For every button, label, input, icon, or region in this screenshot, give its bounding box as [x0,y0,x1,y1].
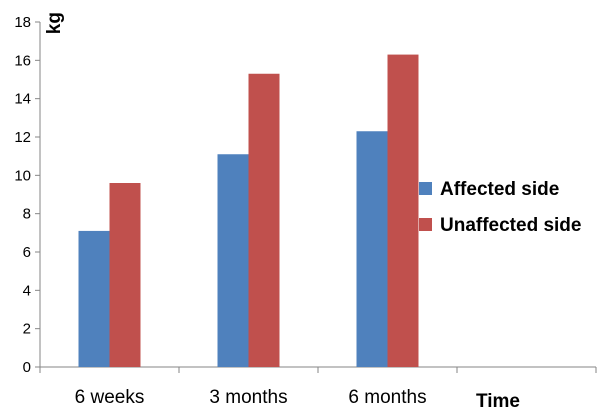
legend: Affected side Unaffected side [419,179,581,236]
x-tick-label: 6 months [348,387,426,408]
bar [109,183,141,367]
y-tick-label: 14 [14,91,31,108]
bar [78,230,110,367]
bar [217,154,249,367]
y-axis-title: kg [44,12,65,34]
x-tick-label: 3 months [209,387,287,408]
bar [387,54,419,367]
legend-label: Unaffected side [440,215,581,236]
y-tick-label: 4 [23,282,31,299]
bar [248,73,280,367]
legend-swatch [419,218,432,231]
bars [78,54,419,367]
y-tick-label: 2 [23,321,31,338]
y-tick-label: 18 [14,14,31,31]
x-axis-title: Time [476,391,520,412]
bar [356,131,388,367]
legend-swatch [419,182,432,195]
y-tick-label: 8 [23,206,31,223]
legend-label: Affected side [440,179,559,200]
y-tick-label: 16 [14,52,31,69]
y-tick-label: 10 [14,167,31,184]
x-tick-label: 6 weeks [75,387,145,408]
y-tick-label: 0 [23,359,31,376]
labels: kg Time 0 2 4 6 8 10 12 14 16 18 6 weeks 3 months 6 … [14,12,520,412]
y-tick-label: 6 [23,244,31,261]
y-tick-label: 12 [14,129,31,146]
